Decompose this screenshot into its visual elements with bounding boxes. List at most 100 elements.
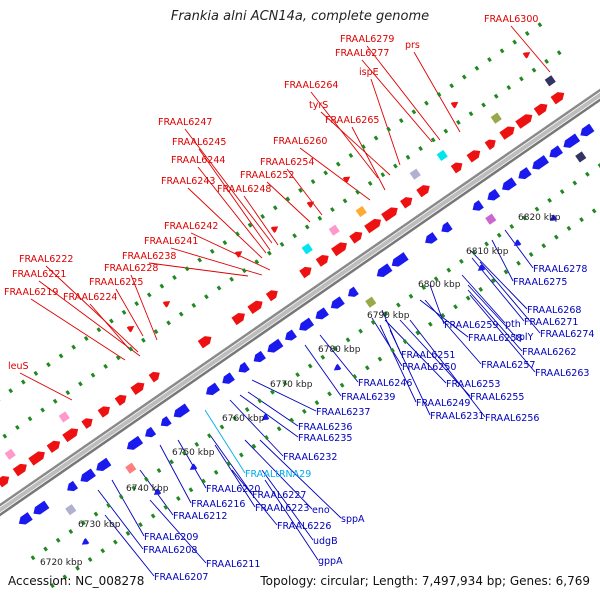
forward-gene xyxy=(342,176,351,184)
lane-dot xyxy=(118,494,124,500)
scale-tick-label: 6820 kbp xyxy=(518,213,561,223)
leader-line xyxy=(115,288,144,337)
lane-dot xyxy=(579,217,584,223)
forward-gene xyxy=(450,162,463,174)
reverse-gene xyxy=(330,296,345,309)
gene-label-upper: FRAAL6300 xyxy=(484,14,538,25)
gene-label-lower: FRAAL6259 xyxy=(444,320,498,331)
lane-dot xyxy=(33,370,39,376)
forward-gene xyxy=(450,101,459,109)
lane-dot xyxy=(327,391,332,397)
lane-dot xyxy=(415,330,421,336)
lane-dot xyxy=(96,327,102,333)
lane-dot xyxy=(330,207,335,213)
feature-block xyxy=(575,151,587,163)
gene-label-upper: FRAAL6277 xyxy=(335,48,389,59)
reverse-gene xyxy=(153,488,162,495)
backbone-line xyxy=(0,98,600,517)
gene-label-lower: FRAAL6227 xyxy=(252,490,306,501)
lane-dot xyxy=(166,320,171,326)
lane-dot xyxy=(348,152,354,158)
leader-line xyxy=(299,147,371,201)
feature-block xyxy=(4,448,16,460)
gene-label-lower: FRAAL6216 xyxy=(191,499,245,510)
lane-dot xyxy=(345,337,351,343)
lane-dot xyxy=(474,65,480,71)
forward-gene xyxy=(126,325,135,333)
lane-dot xyxy=(289,417,295,423)
lane-dot xyxy=(141,337,146,343)
lane-dot xyxy=(20,379,26,385)
forward-gene xyxy=(466,150,481,163)
lane-dot xyxy=(424,100,429,106)
gene-label-upper: FRAAL6241 xyxy=(144,236,198,247)
lane-dot xyxy=(512,39,518,45)
lane-dot xyxy=(506,85,512,91)
gene-label-upper: FRAAL6264 xyxy=(284,80,338,91)
lane-dot xyxy=(566,225,572,231)
forward-gene xyxy=(349,231,363,244)
leader-line xyxy=(361,59,433,143)
lane-dot xyxy=(585,171,590,177)
leader-line xyxy=(239,394,299,438)
gene-label-lower: FRAAL6249 xyxy=(416,398,470,409)
forward-gene xyxy=(114,394,127,406)
lane-dot xyxy=(402,339,408,345)
reverse-gene xyxy=(67,480,79,492)
reverse-gene xyxy=(238,362,250,373)
gene-label-upper: FRAAL6242 xyxy=(164,221,218,232)
reverse-gene xyxy=(18,512,33,525)
lane-dot xyxy=(295,372,300,378)
reverse-gene xyxy=(222,372,235,384)
gene-label-lower: FRAAL6231 xyxy=(430,411,484,422)
lane-dot xyxy=(15,424,20,430)
gene-label-upper: FRAAL6224 xyxy=(63,292,117,303)
gene-label-lower: FRAAL6250 xyxy=(402,362,456,373)
leader-line xyxy=(399,319,471,397)
lane-dot xyxy=(112,539,118,545)
reverse-gene xyxy=(441,221,453,233)
lane-dot xyxy=(144,476,149,482)
leader-line xyxy=(266,181,311,223)
scale-tick-label: 6750 kbp xyxy=(172,448,215,458)
lane-dot xyxy=(40,407,45,413)
scale-tick-label: 6780 kbp xyxy=(318,345,361,355)
lane-dot xyxy=(572,180,578,186)
lane-dot xyxy=(226,461,232,467)
lane-dot xyxy=(272,205,278,211)
reverse-gene xyxy=(267,338,284,353)
lane-dot xyxy=(232,415,237,421)
reverse-gene xyxy=(549,145,563,158)
gene-label-lower: FRAAL6211 xyxy=(206,559,260,570)
lane-dot xyxy=(553,234,559,240)
lane-dot xyxy=(544,58,549,64)
lane-dot xyxy=(386,126,392,132)
reverse-gene xyxy=(145,426,157,438)
lane-dot xyxy=(62,574,68,580)
reverse-gene xyxy=(347,286,359,297)
lane-dot xyxy=(509,224,515,230)
scale-tick-label: 6730 kbp xyxy=(78,520,121,530)
reverse-gene xyxy=(299,317,315,331)
lane-dot xyxy=(146,292,152,298)
gene-label-upper: FRAAL6247 xyxy=(158,117,212,128)
scale-tick-label: 6740 kbp xyxy=(126,484,169,494)
lane-dot xyxy=(276,426,282,432)
lane-dot xyxy=(449,83,455,89)
gene-label-lower: FRAAL6220 xyxy=(206,484,260,495)
lane-dot xyxy=(150,513,156,519)
forward-gene xyxy=(270,226,279,233)
gene-label-upper: FRAAL6260 xyxy=(273,136,327,147)
gene-label-upper: FRAAL6222 xyxy=(19,254,73,265)
feature-block xyxy=(58,411,70,423)
reverse-gene xyxy=(33,500,50,515)
lane-dot xyxy=(235,231,240,237)
leader-line xyxy=(259,439,342,519)
reverse-gene xyxy=(173,403,190,418)
lane-dot xyxy=(591,208,597,214)
forward-gene xyxy=(306,201,315,208)
forward-gene xyxy=(0,476,10,488)
lane-dot xyxy=(310,179,316,185)
lane-dot xyxy=(516,260,521,266)
